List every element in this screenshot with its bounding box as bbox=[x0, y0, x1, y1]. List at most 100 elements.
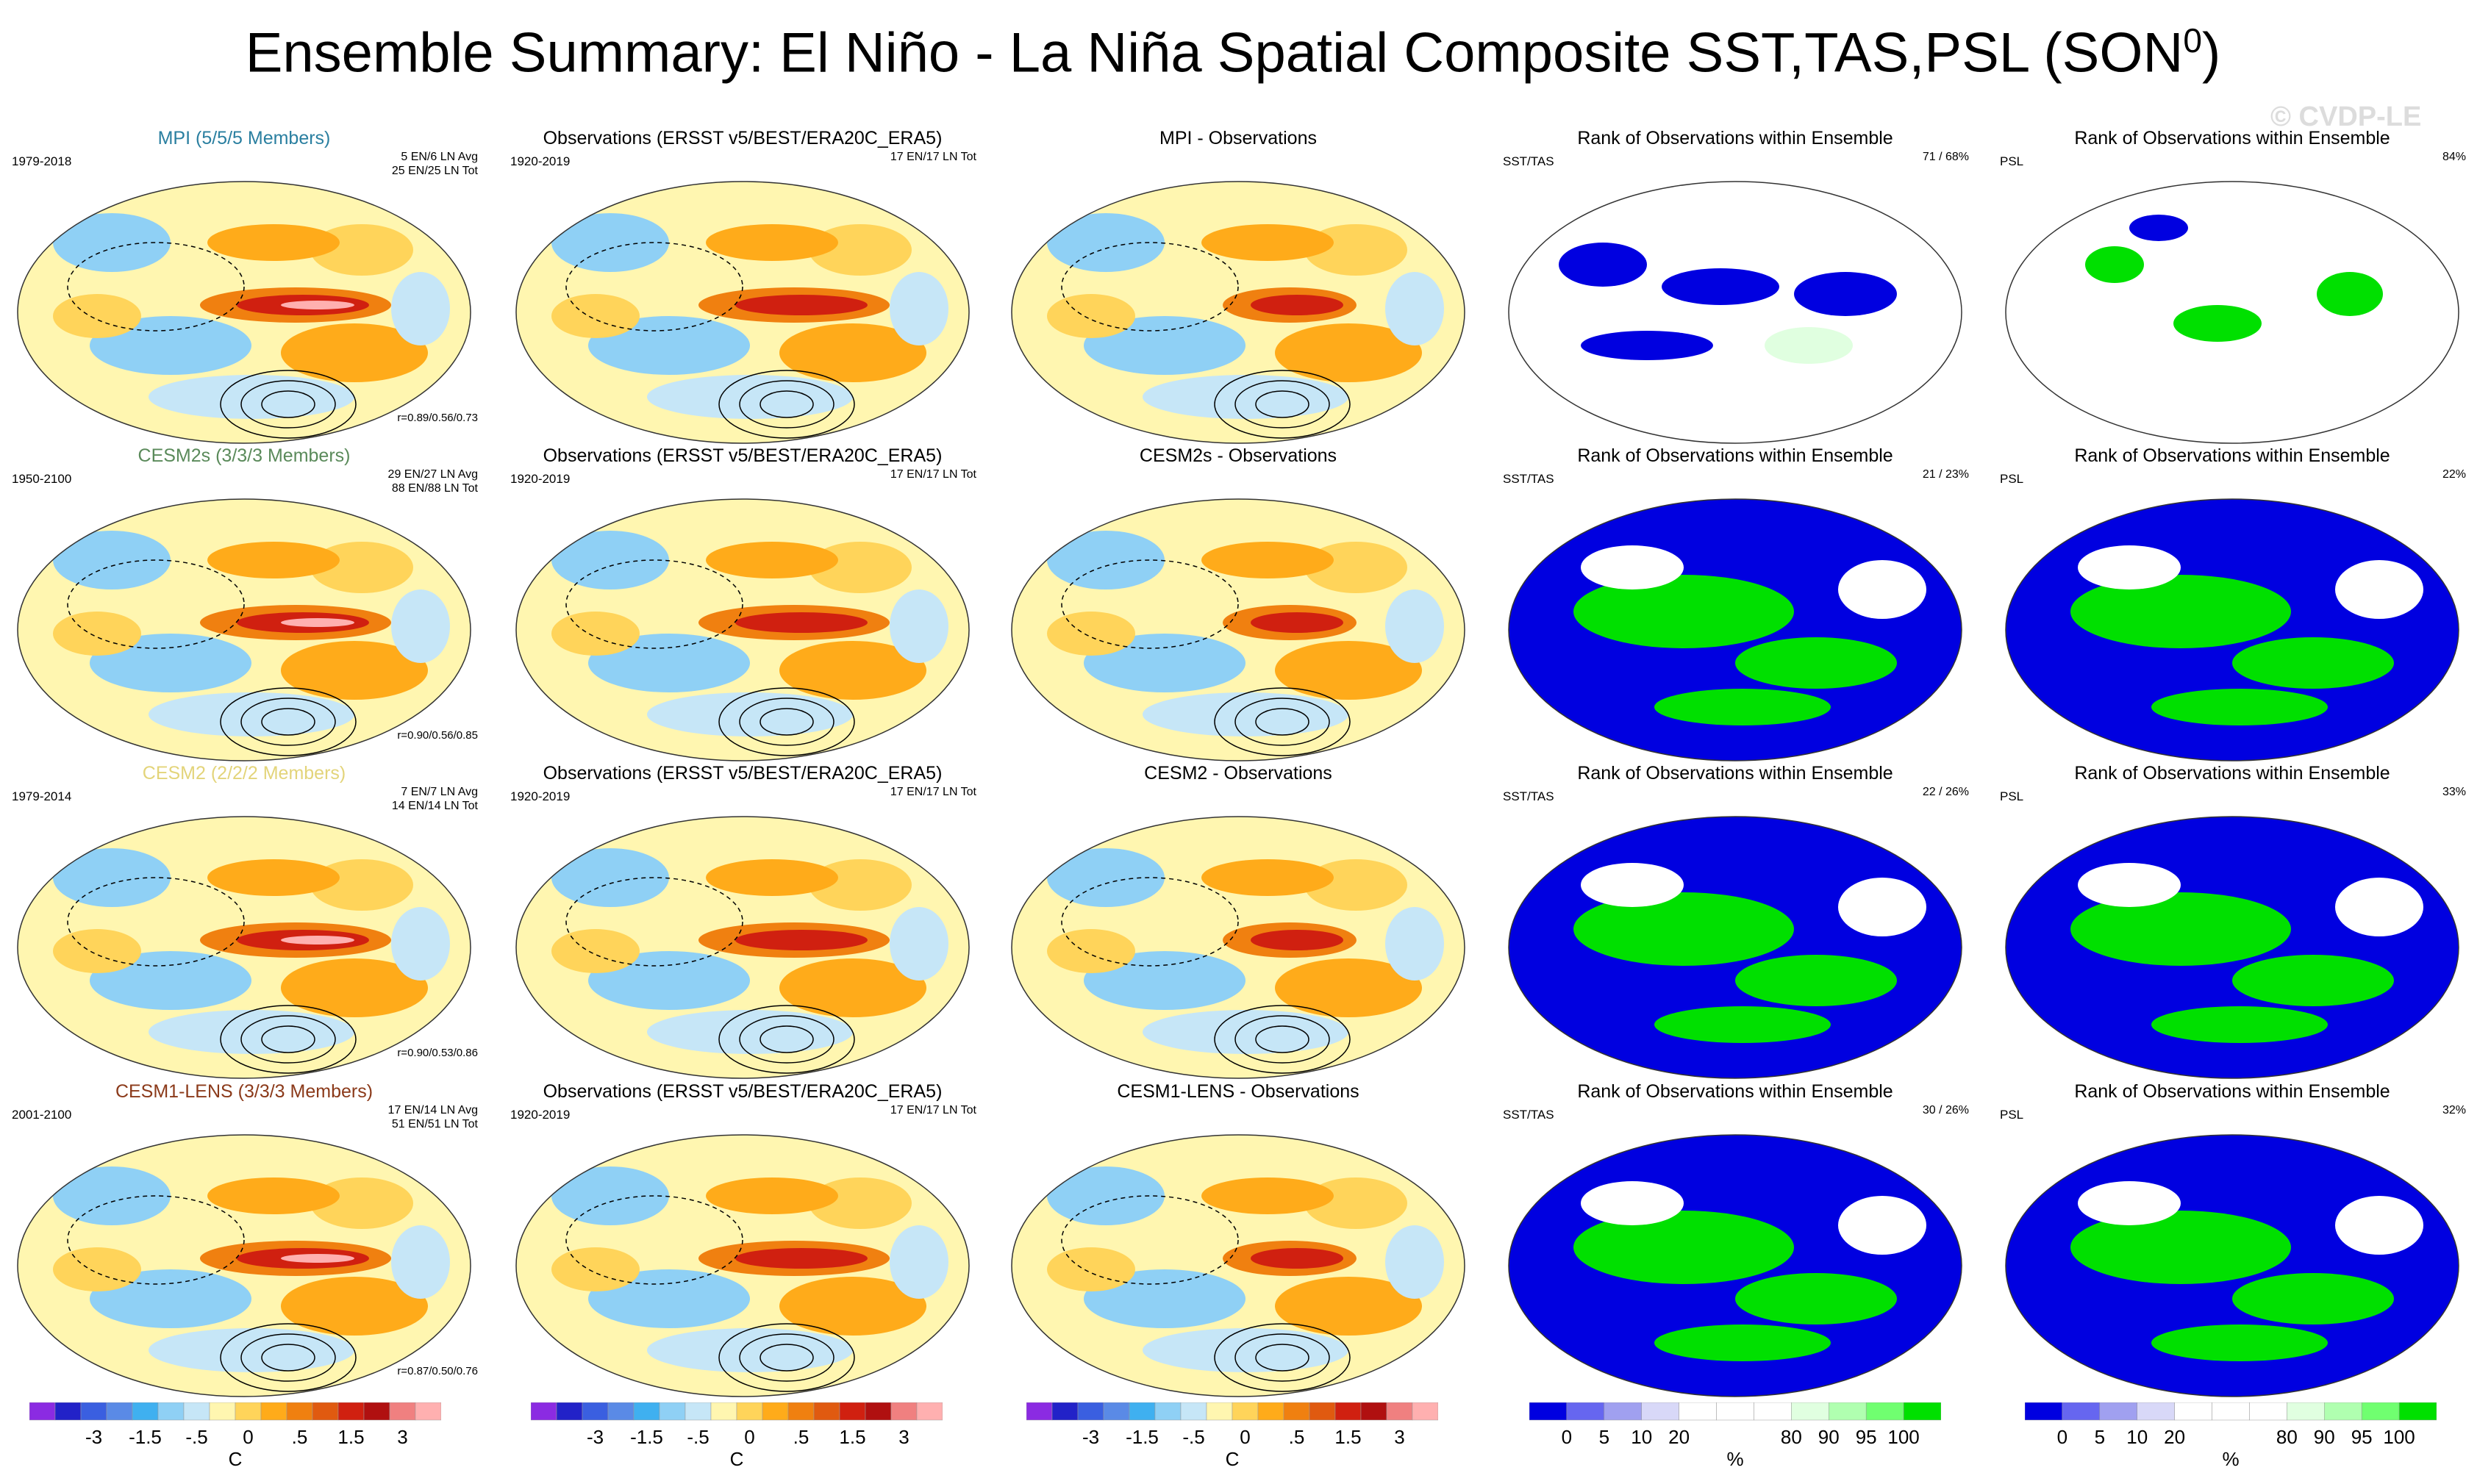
variable-tag: PSL bbox=[2000, 789, 2024, 803]
colorbar-tick-label: 5 bbox=[2094, 1426, 2106, 1448]
pattern-correlation: r=0.87/0.50/0.76 bbox=[397, 1365, 478, 1377]
world-map bbox=[2005, 1134, 2459, 1397]
colorbar-tick-label: .5 bbox=[793, 1426, 810, 1448]
colorbar-swatch bbox=[916, 1402, 943, 1421]
colorbar-swatch bbox=[1257, 1402, 1284, 1421]
colorbar-swatch bbox=[1026, 1402, 1053, 1421]
colorbar-swatch bbox=[54, 1402, 82, 1421]
colorbar-swatch bbox=[710, 1402, 737, 1421]
map-panel-rank_psl: Rank of Observations within Ensemble PSL 3… bbox=[1997, 1056, 2466, 1397]
colorbar-tick-label: 90 bbox=[2313, 1426, 2335, 1448]
world-map bbox=[1011, 498, 1465, 761]
colorbar-tick-label: 95 bbox=[2351, 1426, 2373, 1448]
rank-percent: 30 / 26% bbox=[1922, 1104, 1969, 1116]
colorbar-tick-label: 3 bbox=[397, 1426, 408, 1448]
event-count: 88 EN/88 LN Tot bbox=[391, 482, 478, 495]
colorbar-swatch bbox=[736, 1402, 763, 1421]
world-map bbox=[1508, 498, 1962, 761]
colorbar-swatch bbox=[1180, 1402, 1207, 1421]
colorbar-tick-label: 80 bbox=[2276, 1426, 2298, 1448]
colorbar-swatch bbox=[1716, 1402, 1754, 1421]
map-panel-rank_psl: Rank of Observations within Ensemble PSL 2… bbox=[1997, 420, 2466, 761]
colorbar-swatch bbox=[80, 1402, 107, 1421]
colorbar-swatch bbox=[1754, 1402, 1792, 1421]
colorbar-tick-label: 10 bbox=[2126, 1426, 2148, 1448]
colorbar-swatch bbox=[2062, 1402, 2101, 1421]
colorbar-tick-label: 80 bbox=[1780, 1426, 1802, 1448]
world-map bbox=[17, 181, 471, 444]
colorbar-swatch bbox=[389, 1402, 416, 1421]
colorbar-swatch bbox=[337, 1402, 365, 1421]
colorbar-swatch bbox=[1641, 1402, 1679, 1421]
colorbar-swatch bbox=[2398, 1402, 2437, 1421]
colorbar-swatch bbox=[1103, 1402, 1130, 1421]
colorbar-swatch bbox=[2212, 1402, 2250, 1421]
variable-tag: SST/TAS bbox=[1503, 154, 1554, 168]
map-panel-diff: MPI - Observations bbox=[1003, 103, 1488, 444]
colorbar-swatch bbox=[1360, 1402, 1387, 1421]
rank-percent: 22% bbox=[2442, 468, 2466, 481]
colorbar-swatch bbox=[2174, 1402, 2212, 1421]
colorbar-swatches bbox=[29, 1402, 442, 1421]
variable-tag: SST/TAS bbox=[1503, 1108, 1554, 1122]
map-panel-diff: CESM2 - Observations bbox=[1003, 738, 1488, 1079]
panel-title: Rank of Observations within Ensemble bbox=[1577, 763, 1893, 784]
colorbar-swatch bbox=[260, 1402, 287, 1421]
map-panel-rank_sst: Rank of Observations within Ensemble SST/… bbox=[1500, 420, 1985, 761]
map-panel-rank_psl: Rank of Observations within Ensemble PSL 3… bbox=[1997, 738, 2466, 1079]
colorbar-swatch bbox=[1206, 1402, 1233, 1421]
pattern-correlation: r=0.90/0.56/0.85 bbox=[397, 729, 478, 742]
world-map bbox=[1508, 181, 1962, 444]
world-map bbox=[2005, 181, 2459, 444]
colorbar-swatch bbox=[633, 1402, 660, 1421]
colorbar-swatch bbox=[235, 1402, 262, 1421]
event-count: 29 EN/27 LN Avg bbox=[387, 468, 478, 481]
colorbar-swatch bbox=[685, 1402, 712, 1421]
colorbar-tick-label: 1.5 bbox=[839, 1426, 866, 1448]
panel-title: CESM2s - Observations bbox=[1139, 445, 1337, 466]
panel-title: Observations (ERSST v5/BEST/ERA20C_ERA5) bbox=[543, 1081, 943, 1102]
colorbar-swatch bbox=[1309, 1402, 1336, 1421]
colorbar-tick-label: 3 bbox=[898, 1426, 909, 1448]
event-count: 25 EN/25 LN Tot bbox=[391, 165, 478, 177]
world-map bbox=[515, 816, 970, 1079]
map-panel-model: MPI (5/5/5 Members) 1979-2018 5 EN/6 LN Av… bbox=[9, 103, 494, 444]
year-range: 1920-2019 bbox=[510, 154, 571, 168]
event-counts: 29 EN/27 LN Avg 88 EN/88 LN Tot bbox=[388, 467, 478, 495]
year-range: 1920-2019 bbox=[510, 472, 571, 486]
year-range: 1920-2019 bbox=[510, 1108, 571, 1122]
colorbar-swatch bbox=[2249, 1402, 2287, 1421]
world-map bbox=[515, 181, 970, 444]
colorbar-swatch bbox=[787, 1402, 815, 1421]
event-counts: 17 EN/17 LN Tot bbox=[890, 1103, 976, 1117]
variable-tag: PSL bbox=[2000, 472, 2024, 486]
figure-title: Ensemble Summary: El Niño - La Niña Spat… bbox=[245, 21, 2221, 85]
event-counts: 17 EN/17 LN Tot bbox=[890, 150, 976, 164]
rank-percent: 22 / 26% bbox=[1922, 786, 1969, 798]
colorbar-swatch bbox=[106, 1402, 133, 1421]
colorbar-temperature: -3 -1.5 -.5 0 .5 1.5 3 C bbox=[1026, 1402, 1439, 1470]
colorbar-swatch bbox=[556, 1402, 583, 1421]
colorbar-swatch bbox=[865, 1402, 892, 1421]
variable-tag: PSL bbox=[2000, 1108, 2024, 1122]
panel-title: Rank of Observations within Ensemble bbox=[1577, 1081, 1893, 1102]
panel-title: Observations (ERSST v5/BEST/ERA20C_ERA5) bbox=[543, 445, 943, 466]
colorbar-swatch bbox=[132, 1402, 159, 1421]
panel-title: Rank of Observations within Ensemble bbox=[1577, 128, 1893, 148]
map-panel-model: CESM2 (2/2/2 Members) 1979-2014 7 EN/7 LN … bbox=[9, 738, 494, 1079]
colorbar-unit: % bbox=[1726, 1448, 1744, 1470]
colorbar-swatch bbox=[1604, 1402, 1642, 1421]
panel-title: MPI - Observations bbox=[1159, 128, 1317, 148]
colorbar-swatches bbox=[1529, 1402, 1942, 1421]
colorbar-swatch bbox=[762, 1402, 789, 1421]
world-map bbox=[1011, 1134, 1465, 1397]
map-panel-obs: Observations (ERSST v5/BEST/ERA20C_ERA5)… bbox=[507, 1056, 993, 1397]
map-panel-diff: CESM2s - Observations bbox=[1003, 420, 1488, 761]
colorbar-swatch bbox=[2137, 1402, 2175, 1421]
panel-title: Observations (ERSST v5/BEST/ERA20C_ERA5) bbox=[543, 763, 943, 784]
map-panel-model: CESM2s (3/3/3 Members) 1950-2100 29 EN/27 … bbox=[9, 420, 494, 761]
world-map bbox=[1011, 816, 1465, 1079]
event-count: 14 EN/14 LN Tot bbox=[391, 800, 478, 812]
rank-percent: 21 / 23% bbox=[1922, 468, 1969, 481]
event-count: 51 EN/51 LN Tot bbox=[391, 1118, 478, 1130]
